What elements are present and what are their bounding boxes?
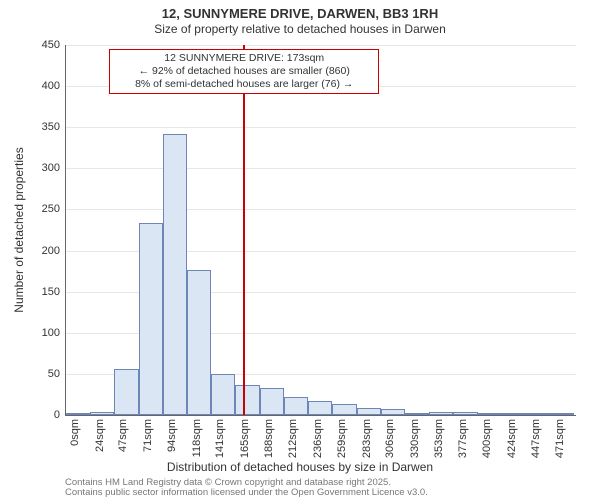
x-tick-label: 47sqm: [117, 419, 129, 452]
histogram-bar: [284, 397, 308, 415]
histogram-bar: [357, 408, 381, 415]
histogram-bar: [66, 413, 90, 415]
x-tick-label: 353sqm: [433, 419, 445, 458]
attribution: Contains HM Land Registry data © Crown c…: [65, 478, 428, 499]
gridline: [66, 127, 576, 128]
y-tick-label: 250: [30, 203, 60, 215]
gridline: [66, 209, 576, 210]
y-tick-label: 350: [30, 121, 60, 133]
x-tick-label: 259sqm: [336, 419, 348, 458]
y-tick-label: 100: [30, 327, 60, 339]
histogram-bar: [139, 223, 163, 415]
x-tick-label: 188sqm: [263, 419, 275, 458]
y-tick-label: 50: [30, 368, 60, 380]
gridline: [66, 45, 576, 46]
x-tick-label: 212sqm: [287, 419, 299, 458]
x-tick-label: 24sqm: [94, 419, 106, 452]
x-tick-label: 71sqm: [142, 419, 154, 452]
x-axis-label: Distribution of detached houses by size …: [0, 460, 600, 474]
marker-annotation: 12 SUNNYMERE DRIVE: 173sqm ← 92% of deta…: [109, 49, 379, 94]
x-tick-label: 0sqm: [69, 419, 81, 446]
x-tick-label: 377sqm: [457, 419, 469, 458]
annotation-line1: 12 SUNNYMERE DRIVE: 173sqm: [116, 52, 372, 65]
chart-container: 12, SUNNYMERE DRIVE, DARWEN, BB3 1RH Siz…: [0, 0, 600, 500]
histogram-bar: [526, 413, 550, 415]
x-tick-label: 424sqm: [506, 419, 518, 458]
plot-area: 12 SUNNYMERE DRIVE: 173sqm ← 92% of deta…: [65, 45, 576, 416]
y-tick-label: 300: [30, 162, 60, 174]
y-tick-label: 150: [30, 286, 60, 298]
x-tick-label: 471sqm: [554, 419, 566, 458]
histogram-bar: [211, 374, 235, 415]
x-tick-label: 306sqm: [384, 419, 396, 458]
histogram-bar: [453, 412, 477, 415]
x-tick-label: 283sqm: [361, 419, 373, 458]
attribution-line2: Contains public sector information licen…: [65, 488, 428, 498]
x-tick-label: 141sqm: [214, 419, 226, 458]
histogram-bar: [405, 413, 429, 415]
x-tick-label: 447sqm: [530, 419, 542, 458]
histogram-bar: [550, 413, 574, 415]
y-axis-label: Number of detached properties: [12, 147, 26, 312]
histogram-bar: [478, 413, 502, 415]
histogram-bar: [260, 388, 284, 415]
x-tick-label: 330sqm: [409, 419, 421, 458]
histogram-bar: [308, 401, 332, 415]
chart-title: 12, SUNNYMERE DRIVE, DARWEN, BB3 1RH: [0, 6, 600, 21]
histogram-bar: [90, 412, 114, 415]
y-tick-label: 0: [30, 409, 60, 421]
y-tick-label: 200: [30, 245, 60, 257]
x-tick-label: 400sqm: [481, 419, 493, 458]
histogram-bar: [235, 385, 259, 415]
annotation-line3: 8% of semi-detached houses are larger (7…: [116, 78, 372, 91]
histogram-bar: [332, 404, 356, 416]
gridline: [66, 168, 576, 169]
chart-subtitle: Size of property relative to detached ho…: [0, 22, 600, 36]
annotation-line2: ← 92% of detached houses are smaller (86…: [116, 65, 372, 78]
x-tick-label: 165sqm: [239, 419, 251, 458]
histogram-bar: [163, 134, 187, 415]
x-tick-label: 118sqm: [191, 419, 203, 457]
histogram-bar: [187, 270, 211, 415]
x-tick-label: 94sqm: [166, 419, 178, 452]
y-tick-label: 450: [30, 39, 60, 51]
histogram-bar: [429, 412, 453, 415]
y-tick-label: 400: [30, 80, 60, 92]
histogram-bar: [381, 409, 405, 415]
marker-line: [243, 45, 245, 415]
x-tick-label: 236sqm: [312, 419, 324, 458]
histogram-bar: [502, 413, 526, 415]
histogram-bar: [114, 369, 138, 415]
